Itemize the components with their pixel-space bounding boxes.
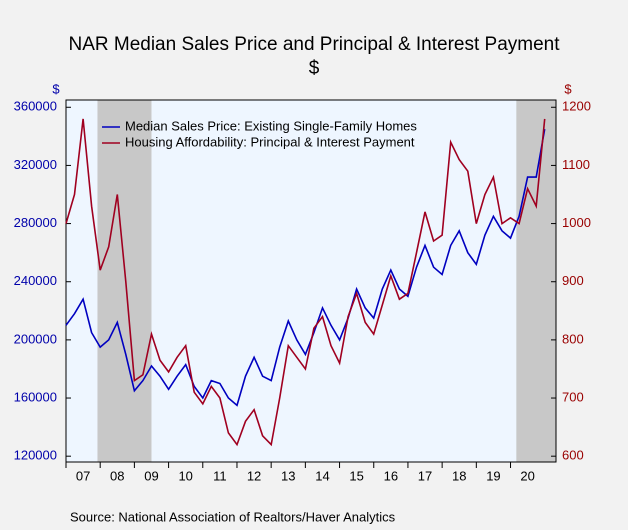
y-tick-label: 320000 [14,157,57,172]
plot-frame [65,99,557,463]
series-line [65,118,546,447]
y-tick-label: 200000 [14,331,57,346]
x-tick-label: 14 [315,468,329,483]
y-axis-label: $ [52,81,60,96]
x-tick-label: 17 [418,468,432,483]
source: Source: National Association of Realtors… [70,509,396,524]
x-tick-label: 13 [281,468,295,483]
x-tick-label: 20 [520,468,534,483]
y-tick-label: 120000 [14,448,57,463]
legend-label: Median Sales Price: Existing Single-Fami… [125,118,417,133]
recession-shading [97,100,152,462]
legend-label: Housing Affordability: Principal & Inter… [125,134,415,149]
x-tick-label: 15 [349,468,363,483]
chart-subtitle: $ [309,58,320,79]
y2-tick-label: 600 [562,448,584,463]
x-tick-label: 19 [486,468,500,483]
x-tick-label: 08 [110,468,124,483]
x-tick-label: 11 [213,468,227,483]
recession-shading [516,100,556,462]
series-line [65,128,546,407]
y2-tick-label: 1100 [562,157,590,172]
y2-tick-label: 900 [562,273,584,288]
x-tick-label: 10 [178,468,192,483]
y2-tick-label: 700 [562,389,584,404]
y-tick-label: 360000 [14,99,57,114]
y2-axis-label: $ [564,81,572,96]
y-tick-label: 160000 [14,389,57,404]
y2-tick-label: 1200 [562,99,591,114]
x-tick-label: 09 [144,468,158,483]
x-tick-label: 07 [76,468,90,483]
y-tick-label: 280000 [14,215,57,230]
y2-tick-label: 1000 [562,215,591,230]
chart-title: NAR Median Sales Price and Principal & I… [68,34,560,55]
y-tick-label: 240000 [14,273,57,288]
x-tick-label: 12 [247,468,261,483]
y2-tick-label: 800 [562,331,584,346]
x-tick-label: 18 [452,468,466,483]
x-tick-label: 16 [384,468,398,483]
